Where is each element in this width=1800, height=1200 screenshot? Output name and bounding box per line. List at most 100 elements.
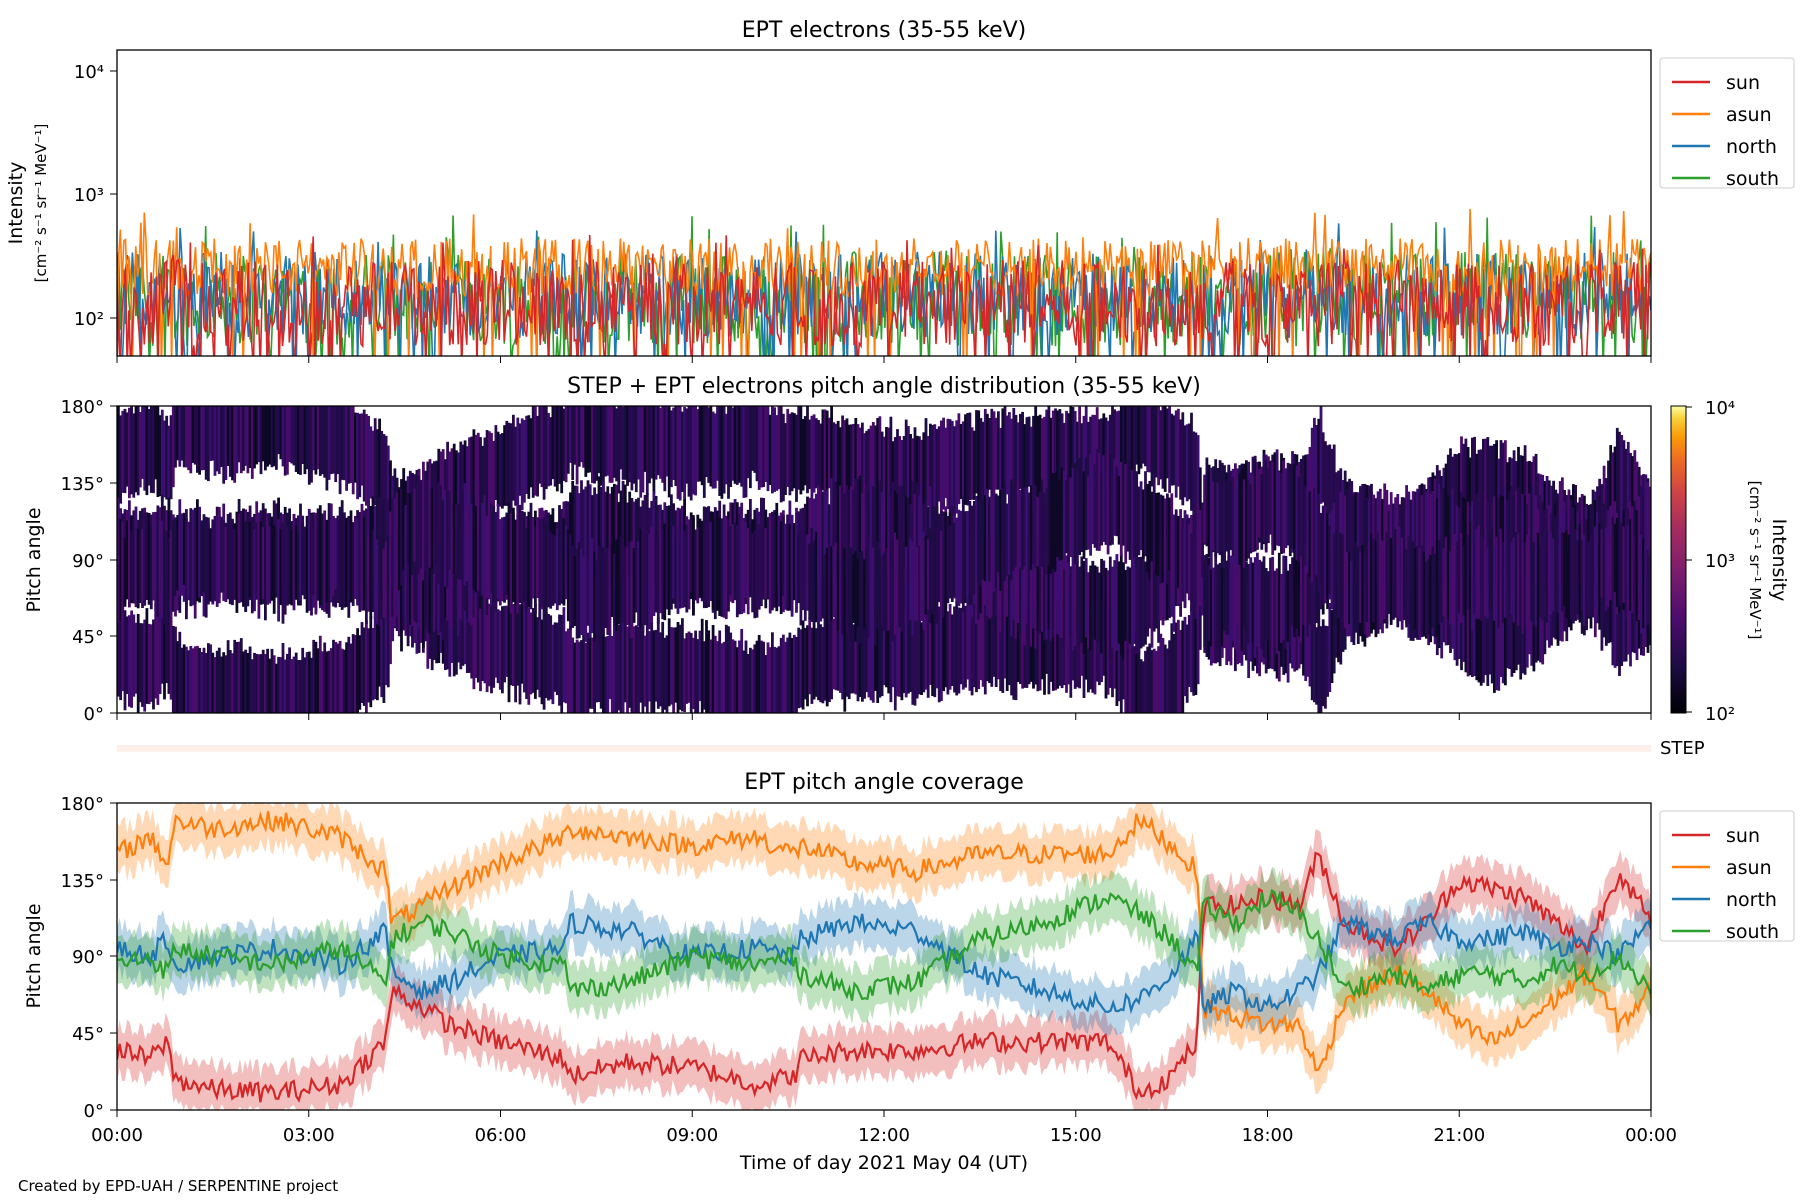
heatmap-cell [762,641,765,713]
heatmap-cell [1427,559,1430,635]
heatmap-cell [128,520,131,608]
heatmap-cell [1335,530,1338,625]
heatmap-cell [626,502,629,578]
heatmap-cell [1339,532,1343,632]
heatmap-cell [327,503,331,603]
heatmap-cell [702,641,706,710]
heatmap-cell [1475,597,1479,681]
heatmap-cell [1596,533,1599,610]
heatmap-cell [389,511,392,608]
heatmap-cell [1223,480,1226,569]
heatmap-cell [1291,557,1294,626]
heatmap-cell [656,530,660,624]
heatmap-cell [1293,551,1297,638]
heatmap-cell [1429,493,1433,567]
heatmap-cell [810,627,814,704]
heatmap-cell [1234,489,1237,564]
heatmap-cell [858,475,862,567]
heatmap-cell [196,645,199,713]
heatmap-cell [924,536,928,615]
heatmap-cell [507,422,511,505]
heatmap-cell [1444,536,1448,631]
heatmap-cell [926,608,930,698]
heatmap-cell [1256,552,1259,647]
heatmap-cell [1117,561,1121,644]
heatmap-cell [738,640,741,713]
heatmap-cell [1144,561,1147,645]
heatmap-cell [1317,494,1321,593]
heatmap-cell [321,651,324,713]
heatmap-cell [518,423,522,496]
heatmap-cell [773,646,776,713]
heatmap-cell [1286,570,1290,642]
heatmap-cell [1644,488,1648,587]
heatmap-cell [705,406,708,478]
heatmap-cell [613,483,616,581]
heatmap-cell [318,406,322,476]
heatmap-cell [1137,648,1141,713]
heatmap-cell [518,523,522,597]
heatmap-cell [180,406,184,461]
heatmap-cell [602,629,605,713]
heatmap-cell [290,529,294,606]
heatmap-cell [771,517,774,611]
heatmap-cell [1192,431,1196,513]
heatmap-cell [1166,408,1169,479]
heatmap-cell [1530,542,1534,622]
heatmap-cell [577,541,581,639]
heatmap-cell [514,519,517,606]
colorbar: 10⁴ 10³ 10² Intensity [cm⁻² s⁻¹ sr⁻¹ MeV… [1670,398,1790,725]
heatmap-cell [461,549,465,622]
heatmap-cell [847,489,851,570]
heatmap-cell [540,406,544,488]
heatmap-cell [174,626,177,713]
heatmap-cell [777,515,781,607]
panel1-ytick-1e2: 10² [74,309,104,330]
heatmap-cell [850,424,853,500]
heatmap-cell [1418,494,1422,567]
heatmap-cell [1157,646,1160,713]
heatmap-cell [536,518,539,598]
heatmap-cell [158,526,162,615]
heatmap-cell [685,524,689,613]
heatmap-cell [1093,464,1097,548]
heatmap-cell [992,600,996,677]
heatmap-cell [1113,560,1117,645]
heatmap-cell [573,406,577,465]
heatmap-cell [1460,436,1463,522]
heatmap-cell [689,406,693,501]
heatmap-cell [1100,558,1103,654]
heatmap-cell [1341,480,1345,582]
heatmap-cell [1442,548,1446,617]
heatmap-cell [1372,538,1376,623]
heatmap-cell [889,610,893,703]
heatmap-cell [1157,492,1160,576]
heatmap-cell [143,619,147,712]
heatmap-cell [990,590,994,687]
step-label: STEP [1660,738,1705,759]
heatmap-cell [1613,523,1617,593]
heatmap-cell [1308,447,1312,521]
heatmap-cell [455,450,458,519]
heatmap-cell [1275,449,1279,546]
heatmap-cell [1073,558,1077,646]
heatmap-cell [1626,441,1630,533]
heatmap-cell [729,526,733,596]
heatmap-cell [165,415,169,500]
heatmap-cell [656,406,660,476]
heatmap-cell [1306,546,1310,637]
heatmap-cell [117,406,120,503]
heatmap-cell [397,488,401,591]
heatmap-cell [257,654,261,713]
heatmap-cell [1504,547,1507,618]
heatmap-cell [953,426,956,516]
heatmap-cell [1607,573,1610,644]
heatmap-cell [926,539,930,610]
x-tick-label: 09:00 [666,1125,718,1146]
heatmap-cell [476,502,480,591]
heatmap-cell [314,512,318,615]
heatmap-cell [1536,583,1540,661]
heatmap-cell [494,425,498,500]
heatmap-cell [476,600,480,683]
heatmap-cell [867,428,871,514]
